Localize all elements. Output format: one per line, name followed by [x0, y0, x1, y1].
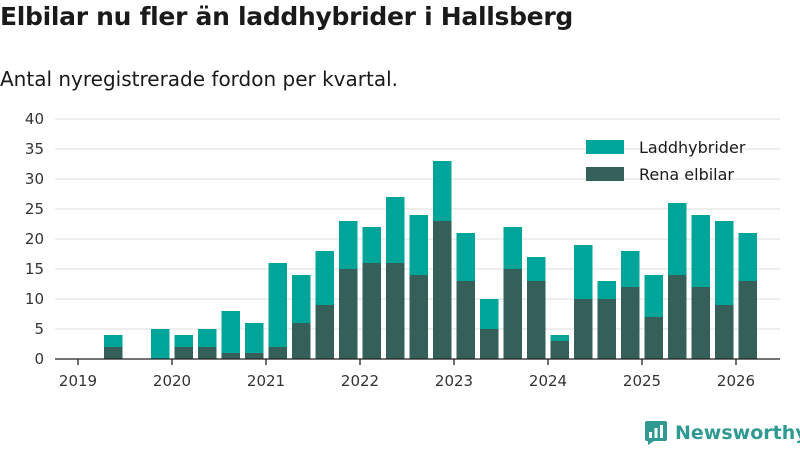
bar-laddhybrider — [268, 263, 287, 347]
bar-rena-elbilar — [268, 347, 287, 359]
bar-rena-elbilar — [456, 281, 475, 359]
bar-rena-elbilar — [433, 221, 452, 359]
bar-rena-elbilar — [315, 305, 334, 359]
bar-rena-elbilar — [550, 341, 569, 359]
y-tick-label: 35 — [25, 140, 44, 158]
bar-laddhybrider — [292, 275, 311, 323]
bar-rena-elbilar — [409, 275, 428, 359]
y-tick-label: 15 — [25, 260, 44, 278]
legend-label-rena-elbilar: Rena elbilar — [639, 165, 734, 184]
y-tick-label: 25 — [25, 200, 44, 218]
bar-rena-elbilar — [644, 317, 663, 359]
x-tick-label: 2025 — [623, 372, 661, 390]
y-tick-label: 20 — [25, 230, 44, 248]
x-tick-label: 2022 — [341, 372, 379, 390]
bar-rena-elbilar — [597, 299, 616, 359]
chart-subtitle: Antal nyregistrerade fordon per kvartal. — [0, 67, 399, 91]
newsworthy-brand: Newsworthy — [644, 420, 800, 446]
x-tick-label: 2023 — [435, 372, 473, 390]
bar-laddhybrider — [668, 203, 687, 275]
bar-laddhybrider — [198, 329, 217, 347]
bar-laddhybrider — [339, 221, 358, 269]
bar-rena-elbilar — [245, 353, 264, 359]
bar-laddhybrider — [644, 275, 663, 317]
legend-label-laddhybrider: Laddhybrider — [639, 138, 746, 157]
bar-laddhybrider — [362, 227, 381, 263]
bar-laddhybrider — [715, 221, 734, 305]
bar-laddhybrider — [104, 335, 123, 347]
bar-laddhybrider — [151, 329, 170, 359]
bar-laddhybrider — [315, 251, 334, 305]
bar-rena-elbilar — [174, 347, 193, 359]
bar-laddhybrider — [221, 311, 240, 353]
bar-laddhybrider — [621, 251, 640, 287]
bar-laddhybrider — [574, 245, 593, 299]
y-tick-label: 40 — [25, 110, 44, 128]
bar-rena-elbilar — [574, 299, 593, 359]
x-tick-label: 2020 — [153, 372, 191, 390]
bar-laddhybrider — [174, 335, 193, 347]
bar-laddhybrider — [550, 335, 569, 341]
y-tick-label: 30 — [25, 170, 44, 188]
bar-rena-elbilar — [503, 269, 522, 359]
legend-swatch-rena-elbilar — [586, 167, 624, 181]
bar-laddhybrider — [245, 323, 264, 353]
bar-laddhybrider — [691, 215, 710, 287]
bar-rena-elbilar — [104, 347, 123, 359]
bar-laddhybrider — [480, 299, 499, 329]
x-tick-label: 2021 — [247, 372, 285, 390]
x-tick-label: 2026 — [717, 372, 755, 390]
y-tick-label: 0 — [34, 350, 44, 368]
bar-rena-elbilar — [386, 263, 405, 359]
legend-swatch-laddhybrider — [586, 140, 624, 154]
bar-rena-elbilar — [362, 263, 381, 359]
bar-laddhybrider — [738, 233, 757, 281]
bar-rena-elbilar — [691, 287, 710, 359]
bar-rena-elbilar — [292, 323, 311, 359]
y-tick-label: 10 — [25, 290, 44, 308]
y-tick-label: 5 — [34, 320, 44, 338]
bar-rena-elbilar — [621, 287, 640, 359]
newsworthy-logo-icon — [645, 421, 667, 445]
bar-rena-elbilar — [198, 347, 217, 359]
bar-laddhybrider — [527, 257, 546, 281]
bar-rena-elbilar — [339, 269, 358, 359]
x-tick-label: 2024 — [529, 372, 567, 390]
bar-laddhybrider — [433, 161, 452, 221]
x-tick-label: 2019 — [59, 372, 97, 390]
brand-name: Newsworthy — [675, 422, 800, 444]
bar-laddhybrider — [409, 215, 428, 275]
bar-rena-elbilar — [527, 281, 546, 359]
bar-rena-elbilar — [221, 353, 240, 359]
bar-rena-elbilar — [668, 275, 687, 359]
bar-rena-elbilar — [738, 281, 757, 359]
bar-rena-elbilar — [480, 329, 499, 359]
bar-laddhybrider — [386, 197, 405, 263]
bar-rena-elbilar — [715, 305, 734, 359]
chart-title: Elbilar nu fler än laddhybrider i Hallsb… — [0, 2, 573, 31]
bar-laddhybrider — [503, 227, 522, 269]
bar-laddhybrider — [456, 233, 475, 281]
bar-laddhybrider — [597, 281, 616, 299]
